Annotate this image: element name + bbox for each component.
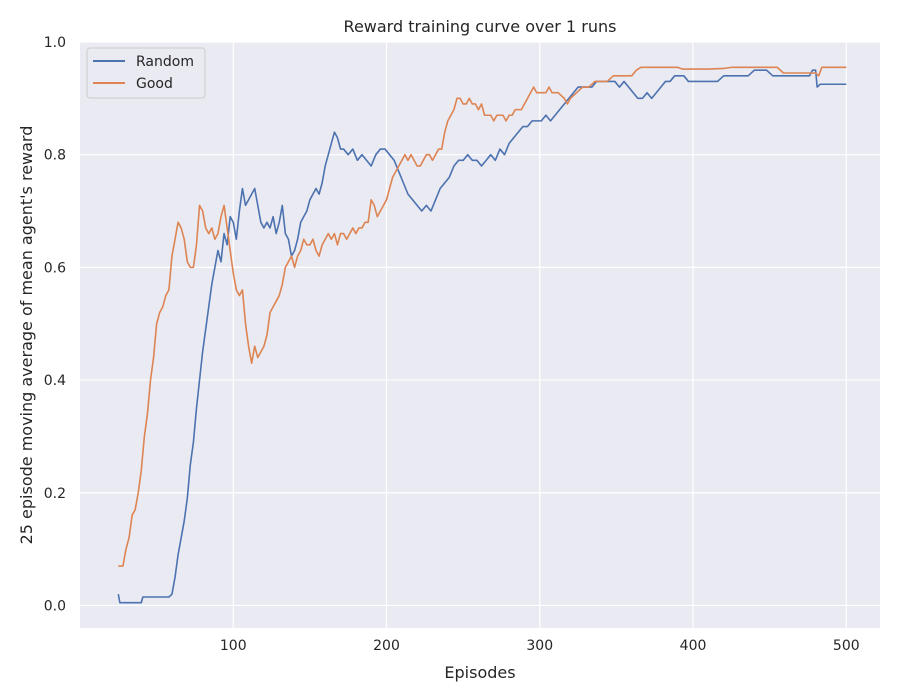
y-axis-label: 25 episode moving average of mean agent'… [17,126,36,545]
y-tick-label: 0.4 [44,373,66,389]
series-line-good [118,66,847,567]
y-tick-label: 0.2 [44,486,66,502]
x-axis-label: Episodes [444,663,515,682]
y-tick-label: 0.0 [44,598,66,614]
y-tick-label: 1.0 [44,35,66,51]
x-tick-label: 200 [373,638,400,654]
x-tick-label: 300 [526,638,553,654]
chart-title: Reward training curve over 1 runs [344,17,617,36]
x-tick-label: 500 [833,638,860,654]
y-tick-label: 0.8 [44,148,66,164]
series-layer [117,66,847,604]
grid-layer [80,41,880,628]
legend: Random Good [86,47,206,99]
legend-label-good: Good [136,76,173,92]
legend-label-random: Random [136,54,194,70]
x-tick-label: 100 [220,638,247,654]
x-tick-label: 400 [680,638,707,654]
plot-background [80,42,880,628]
y-tick-label: 0.6 [44,260,66,276]
tick-layer: 100 200 300 400 500 0.0 0.2 0.4 0.6 0.8 1.0 [44,35,860,654]
series-line-random [117,69,847,604]
